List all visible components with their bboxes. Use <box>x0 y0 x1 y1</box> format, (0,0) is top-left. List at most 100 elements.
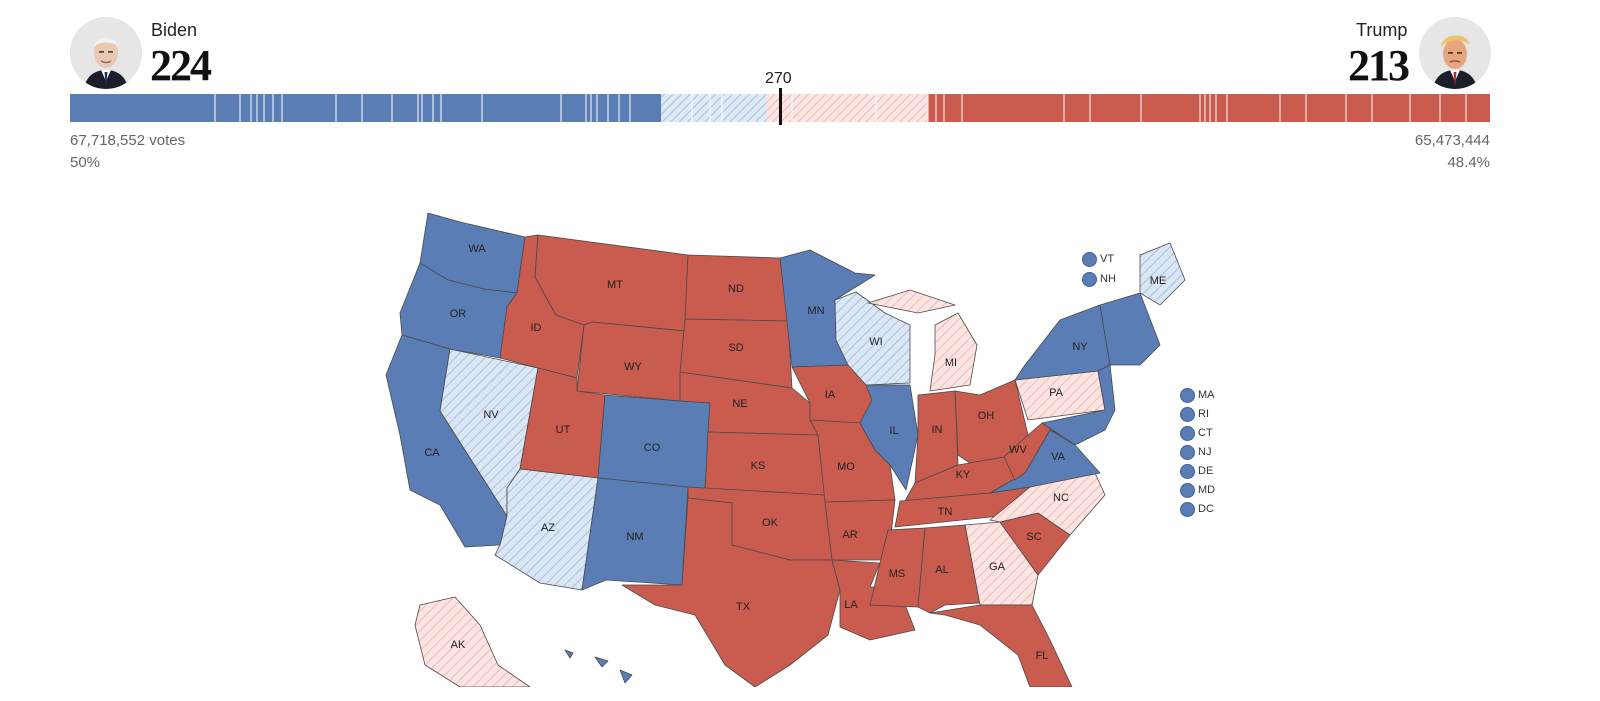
biden-avatar <box>70 17 142 89</box>
state-dot <box>1082 251 1097 267</box>
svg-text:WV: WV <box>1009 444 1027 456</box>
state-dot-label: VT <box>1100 253 1115 265</box>
state-dot-label: MD <box>1198 484 1216 496</box>
small-state-ma[interactable]: MA <box>1180 387 1215 403</box>
state-dot <box>1180 463 1195 479</box>
svg-text:AL: AL <box>935 564 948 576</box>
svg-text:WI: WI <box>869 336 882 348</box>
state-mi[interactable] <box>867 289 978 392</box>
state-dot-label: CT <box>1198 427 1213 439</box>
svg-text:NM: NM <box>626 531 643 543</box>
svg-text:AR: AR <box>842 529 857 541</box>
state-dot-label: NJ <box>1198 446 1212 458</box>
state-wv[interactable] <box>1003 422 1061 481</box>
svg-text:KS: KS <box>751 460 766 472</box>
dem-percent: 50% <box>70 154 101 171</box>
electoral-vote-bar <box>70 94 1490 122</box>
threshold-marker <box>779 88 782 125</box>
bar-segment-dem-leaning <box>661 94 767 122</box>
svg-text:IL: IL <box>889 425 898 437</box>
state-hi[interactable] <box>564 649 633 684</box>
state-ms[interactable] <box>869 527 926 608</box>
state-fl[interactable] <box>929 604 1073 687</box>
svg-text:OR: OR <box>450 308 467 320</box>
svg-text:SC: SC <box>1026 531 1041 543</box>
state-dot <box>1180 425 1195 441</box>
bar-segment-rep-called <box>927 94 1490 122</box>
svg-text:MO: MO <box>837 461 855 473</box>
rep-candidate-name: Trump <box>1356 20 1408 40</box>
small-state-nh[interactable]: NH <box>1082 271 1116 287</box>
svg-text:ME: ME <box>1150 275 1167 287</box>
svg-text:KY: KY <box>956 469 971 481</box>
svg-text:NE: NE <box>732 398 747 410</box>
svg-text:IN: IN <box>932 424 943 436</box>
bar-segment-rep-leaning <box>766 94 928 122</box>
svg-text:PA: PA <box>1049 387 1064 399</box>
state-me[interactable] <box>1139 242 1186 306</box>
svg-text:NV: NV <box>483 409 499 421</box>
svg-text:TN: TN <box>938 506 953 518</box>
state-dot <box>1082 271 1097 287</box>
state-ga[interactable] <box>964 521 1039 606</box>
svg-text:OH: OH <box>978 410 995 422</box>
svg-text:CO: CO <box>644 442 661 454</box>
state-ak[interactable] <box>414 596 531 687</box>
state-dot <box>1180 444 1195 460</box>
svg-text:TX: TX <box>736 601 751 613</box>
state-nm[interactable] <box>581 477 689 591</box>
rep-popular-votes: 65,473,444 <box>1414 132 1490 149</box>
svg-text:OK: OK <box>762 517 779 529</box>
state-dot <box>1180 501 1195 517</box>
state-tx[interactable] <box>621 497 841 687</box>
svg-text:AK: AK <box>451 639 466 651</box>
state-wi[interactable] <box>834 291 911 386</box>
svg-text:WA: WA <box>468 243 486 255</box>
svg-text:NY: NY <box>1072 341 1088 353</box>
state-ny[interactable] <box>1014 304 1111 381</box>
svg-text:WY: WY <box>624 361 642 373</box>
svg-text:VA: VA <box>1051 451 1066 463</box>
small-state-ri[interactable]: RI <box>1180 406 1209 422</box>
svg-text:CA: CA <box>424 447 440 459</box>
state-il[interactable] <box>859 384 919 491</box>
state-dot-label: MA <box>1198 389 1215 401</box>
svg-text:ID: ID <box>531 322 542 334</box>
svg-text:SD: SD <box>728 342 743 354</box>
rep-electoral-votes: 213 <box>1348 41 1410 90</box>
state-dot-label: DE <box>1198 465 1214 477</box>
small-state-dc[interactable]: DC <box>1180 501 1214 517</box>
svg-text:UT: UT <box>556 424 571 436</box>
state-nj-md[interactable] <box>1041 364 1116 446</box>
svg-text:FL: FL <box>1036 650 1049 662</box>
small-state-de[interactable]: DE <box>1180 463 1213 479</box>
dem-electoral-votes: 224 <box>150 41 212 90</box>
small-state-nj[interactable]: NJ <box>1180 444 1211 460</box>
small-state-ct[interactable]: CT <box>1180 425 1213 441</box>
svg-text:AZ: AZ <box>541 522 555 534</box>
rep-percent: 48.4% <box>1447 154 1490 171</box>
svg-text:MS: MS <box>889 568 906 580</box>
state-dot-label: DC <box>1198 503 1214 515</box>
state-dot <box>1180 406 1195 422</box>
small-state-md[interactable]: MD <box>1180 482 1215 498</box>
state-dot-label: NH <box>1100 273 1116 285</box>
svg-text:GA: GA <box>989 561 1006 573</box>
trump-avatar <box>1419 17 1491 89</box>
state-new-england[interactable] <box>1099 292 1161 366</box>
state-wy[interactable] <box>576 321 686 402</box>
svg-text:ND: ND <box>728 283 744 295</box>
svg-text:MN: MN <box>807 305 824 317</box>
svg-text:IA: IA <box>825 389 836 401</box>
state-dot-label: RI <box>1198 408 1209 420</box>
svg-text:NC: NC <box>1053 492 1069 504</box>
small-state-vt[interactable]: VT <box>1082 251 1114 267</box>
bar-segment-dem-called <box>70 94 662 122</box>
state-dot <box>1180 482 1195 498</box>
threshold-label: 270 <box>765 70 792 87</box>
svg-text:MT: MT <box>607 279 623 291</box>
svg-text:MI: MI <box>945 357 957 369</box>
dem-candidate-name: Biden <box>151 20 198 40</box>
